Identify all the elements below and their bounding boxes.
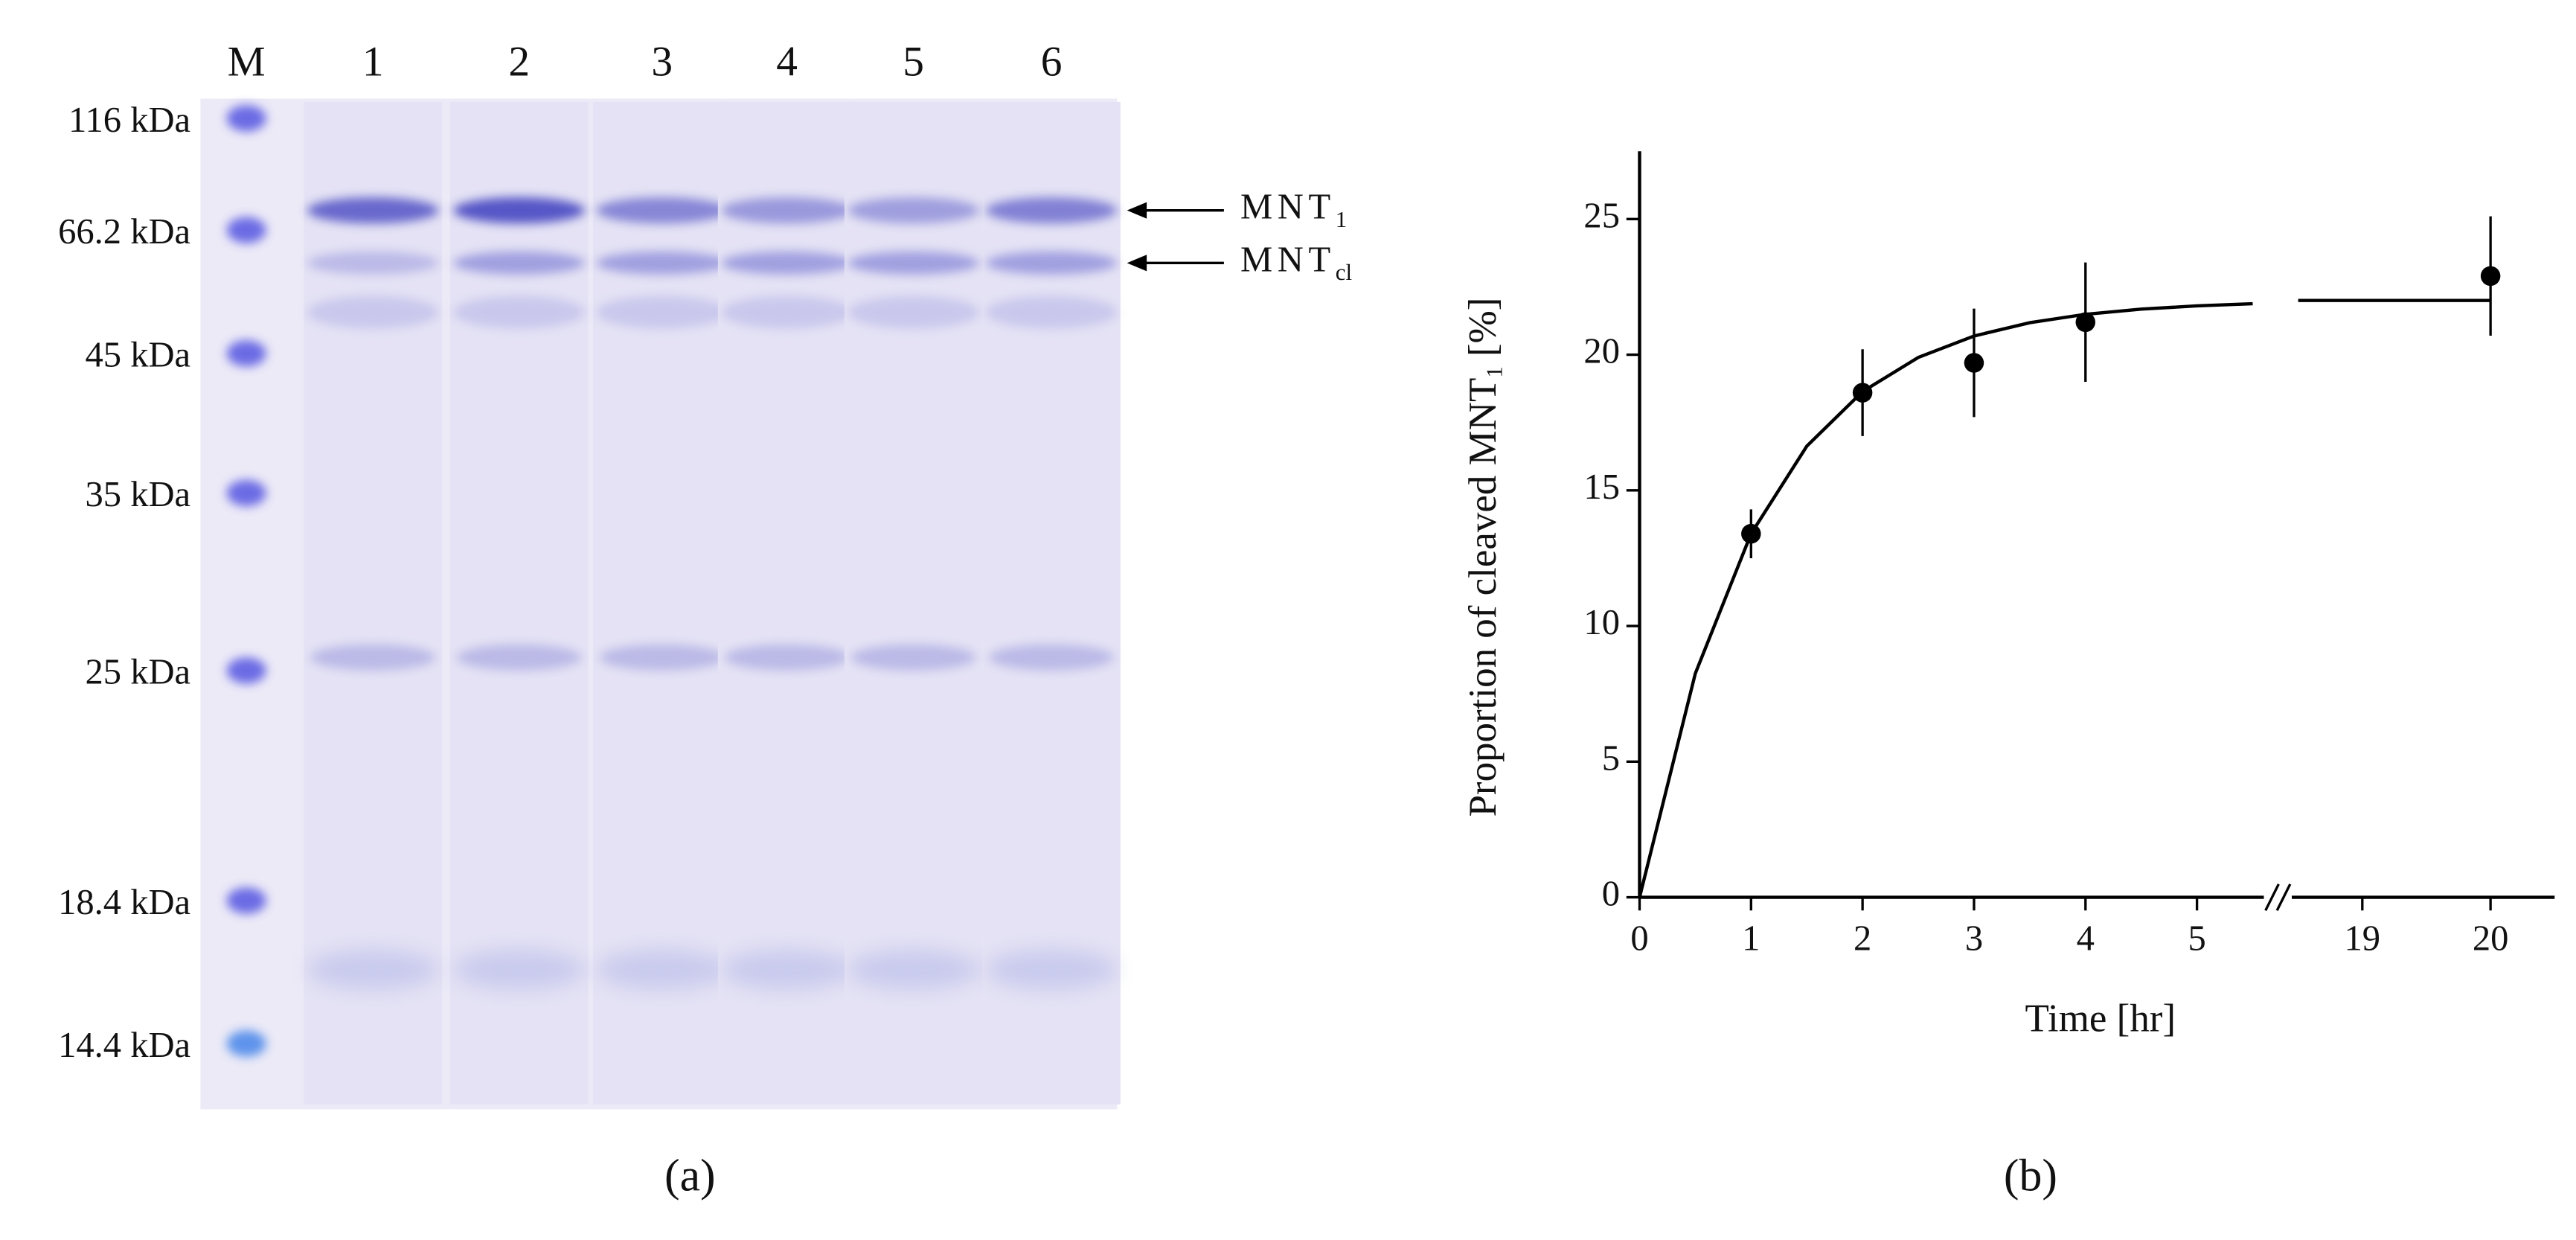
x-tick-label: 0 <box>1630 918 1648 958</box>
marker-label: 35 kDa <box>86 474 191 514</box>
data-point <box>2480 266 2501 287</box>
arrow-label: MNTcl <box>1240 239 1352 284</box>
lane-label: M <box>228 39 266 86</box>
arrow-head <box>1127 255 1147 272</box>
gel-panel: 116 kDa 66.2 kDa 45 kDa 35 kDa 25 kDa 18.4 kD… <box>58 39 1352 1110</box>
band <box>721 251 853 275</box>
y-tick-label: 10 <box>1583 602 1620 642</box>
lane-label: 4 <box>776 39 798 86</box>
marker-band <box>226 105 266 132</box>
data-point <box>1964 353 1984 373</box>
band <box>307 197 439 224</box>
x-tick-label: 3 <box>1965 918 1983 958</box>
y-tick-label: 15 <box>1583 467 1620 507</box>
y-tick-label: 0 <box>1602 874 1620 914</box>
x-tick-label: 4 <box>2077 918 2095 958</box>
data-point <box>1741 523 1761 544</box>
band <box>848 251 979 275</box>
band <box>989 644 1114 671</box>
arrow-label: MNT1 <box>1240 187 1347 232</box>
caption-a: (a) <box>664 1151 716 1201</box>
axis-break <box>2264 883 2292 911</box>
marker-band <box>226 479 266 507</box>
x-tick-label: 5 <box>2188 918 2205 958</box>
band <box>985 251 1118 275</box>
y-axis-label-part: [%] <box>1461 298 1505 357</box>
band <box>721 950 853 990</box>
band <box>985 950 1118 990</box>
marker-label: 45 kDa <box>86 335 191 375</box>
marker-label: 14.4 kDa <box>58 1025 190 1065</box>
x-tick-label: 19 <box>2345 918 2381 958</box>
lane-label: 3 <box>651 39 673 86</box>
band <box>453 950 586 990</box>
band <box>307 295 439 329</box>
marker-band <box>226 657 266 684</box>
band <box>848 295 979 329</box>
band <box>721 197 853 224</box>
band <box>596 197 728 224</box>
fit-line <box>1638 298 2491 898</box>
band <box>310 644 436 671</box>
arrow-label-text: MNT <box>1240 187 1336 227</box>
band <box>453 251 586 275</box>
data-point <box>2075 312 2096 333</box>
arrow-label-sub: cl <box>1336 259 1352 285</box>
arrow-head <box>1127 202 1147 219</box>
band <box>985 197 1118 224</box>
band <box>721 295 853 329</box>
band <box>307 950 439 990</box>
band <box>596 251 728 275</box>
band <box>596 950 728 990</box>
arrow-label-text: MNT <box>1240 239 1336 279</box>
y-axis-label-part: Proportion of cleaved MNT <box>1461 378 1505 817</box>
lane-label: 1 <box>362 39 384 86</box>
band <box>848 197 979 224</box>
band <box>456 644 582 671</box>
y-tick-label: 20 <box>1583 331 1620 371</box>
marker-label: 116 kDa <box>68 100 190 140</box>
lane-label: 2 <box>508 39 530 86</box>
x-tick-label: 20 <box>2473 918 2509 958</box>
y-tick-label: 5 <box>1602 738 1620 778</box>
band <box>307 251 439 275</box>
data-point <box>1852 383 1873 403</box>
band <box>724 644 850 671</box>
x-tick-label: 1 <box>1742 918 1760 958</box>
y-tick-label: 25 <box>1583 195 1620 235</box>
chart-panel: 0 5 10 15 20 25 0 1 2 3 4 5 19 20 Time [hr] Proportion … <box>1461 151 2555 1041</box>
marker-label: 25 kDa <box>86 652 191 692</box>
band <box>848 950 979 990</box>
marker-band <box>226 1030 266 1057</box>
marker-band <box>226 887 266 914</box>
lane-label: 5 <box>903 39 924 86</box>
y-axis-label: Proportion of cleaved MNT1 [%] <box>1461 298 1507 817</box>
band <box>596 295 728 329</box>
marker-band <box>226 217 266 243</box>
band <box>599 644 725 671</box>
x-tick-label: 2 <box>1853 918 1871 958</box>
band <box>453 295 586 329</box>
marker-label: 18.4 kDa <box>58 882 190 922</box>
arrow-label-sub: 1 <box>1336 206 1347 232</box>
marker-label: 66.2 kDa <box>58 211 190 252</box>
lane-label: 6 <box>1041 39 1063 86</box>
band <box>850 644 976 671</box>
y-axis-label-part: 1 <box>1481 366 1507 377</box>
band <box>453 197 586 224</box>
band <box>985 295 1118 329</box>
marker-band <box>226 340 266 367</box>
caption-b: (b) <box>2004 1151 2057 1201</box>
x-axis-label: Time [hr] <box>2025 997 2176 1041</box>
